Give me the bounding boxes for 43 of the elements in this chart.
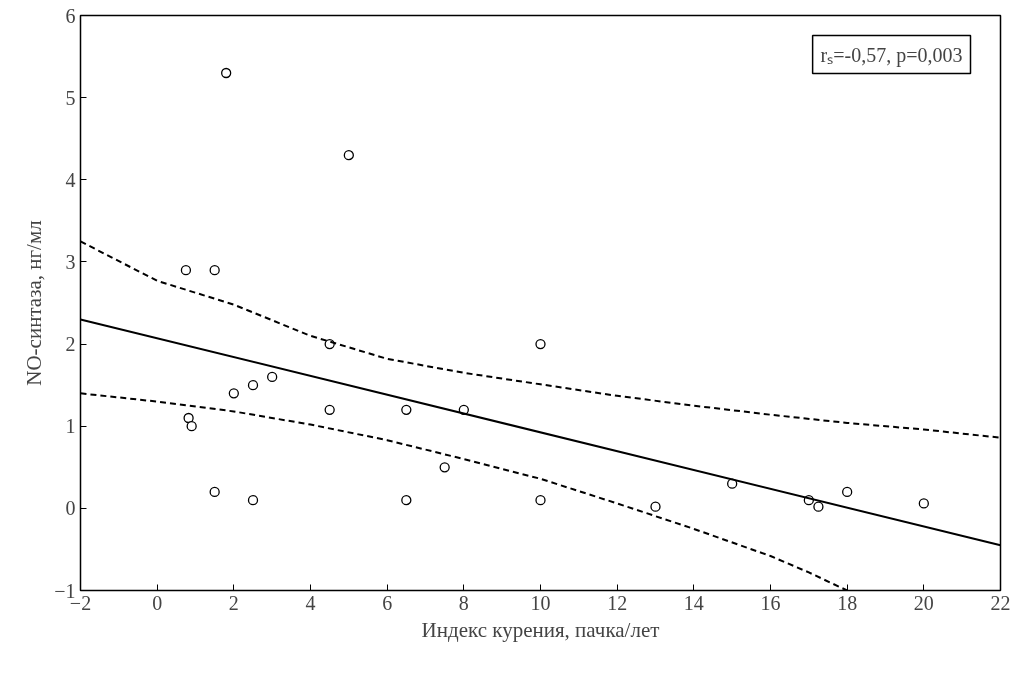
- point: [247, 380, 259, 391]
- x-axis-title: Индекс курения, пачка/лет: [421, 617, 660, 642]
- x-tick-label: 12: [607, 591, 628, 614]
- x-tick-label: 22: [990, 591, 1011, 614]
- x-tick-label: 10: [530, 591, 551, 614]
- y-axis-title: NO-синтаза, нг/мл: [22, 220, 47, 386]
- y-tick-label: 0: [65, 497, 76, 520]
- x-tick-label: 20: [913, 591, 934, 614]
- point: [183, 412, 194, 424]
- annotation: rₛ=-0,57, p=0,003: [820, 43, 963, 67]
- y-tick-label: 2: [65, 333, 76, 356]
- point: [209, 486, 220, 498]
- x-tick-label: 4: [305, 591, 316, 614]
- point: [209, 265, 220, 276]
- point: [267, 371, 278, 383]
- x-tick-label: 0: [152, 591, 163, 614]
- point: [650, 501, 661, 512]
- x-tick-label: 16: [760, 591, 781, 614]
- point: [535, 338, 546, 350]
- point: [247, 495, 259, 506]
- y-tick-label: 5: [65, 86, 76, 109]
- y-tick-label: 1: [65, 415, 76, 438]
- y-tick-label: 4: [65, 168, 76, 191]
- point: [324, 404, 335, 415]
- y-tick-label: 6: [65, 4, 76, 27]
- point: [842, 486, 853, 498]
- point: [401, 404, 412, 415]
- x-tick-label: 6: [382, 591, 393, 614]
- point: [401, 495, 412, 506]
- point: [918, 498, 929, 509]
- point: [813, 501, 824, 512]
- point: [180, 265, 192, 276]
- point: [221, 67, 232, 79]
- x-tick-label: 8: [458, 591, 469, 614]
- x-tick-label: 18: [837, 591, 858, 614]
- x-tick-label: 14: [683, 591, 704, 614]
- point: [343, 150, 354, 161]
- point: [439, 462, 450, 473]
- point: [535, 495, 546, 506]
- x-tick-label: 2: [228, 591, 239, 614]
- point: [228, 388, 239, 399]
- y-tick-label: 3: [65, 250, 76, 273]
- point: [186, 421, 197, 432]
